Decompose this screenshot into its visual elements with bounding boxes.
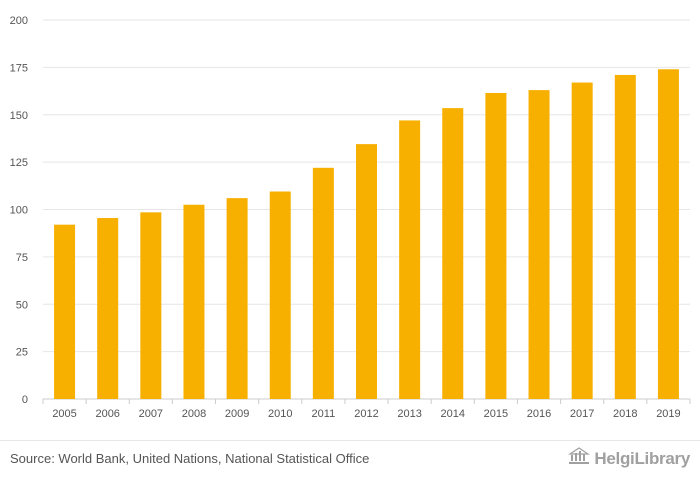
x-tick-label: 2007 [139, 408, 163, 420]
x-tick-label: 2010 [268, 408, 292, 420]
source-note: Source: World Bank, United Nations, Nati… [10, 451, 370, 466]
bar-2014 [442, 108, 464, 400]
bar-2006 [97, 218, 119, 399]
chart-footer: Source: World Bank, United Nations, Nati… [0, 440, 700, 483]
bar-2017 [571, 82, 593, 399]
y-tick-label: 200 [10, 15, 28, 27]
y-tick-label: 25 [16, 347, 28, 359]
y-axis-tick-labels: 0 25 50 75 100 125 150 175 200 [10, 15, 28, 406]
bar-2007 [140, 212, 162, 399]
x-tick-label: 2013 [397, 408, 421, 420]
x-tick-label: 2006 [95, 408, 119, 420]
helgi-library-logo: HelgiLibrary [568, 447, 690, 470]
bar-2012 [356, 144, 377, 399]
x-tick-label: 2008 [182, 408, 206, 420]
x-tick-label: 2019 [656, 408, 680, 420]
y-tick-label: 0 [22, 394, 28, 406]
bars [54, 69, 679, 400]
bar-2011 [312, 167, 334, 399]
bar-2016 [528, 90, 550, 400]
x-tick-label: 2011 [312, 408, 336, 420]
y-tick-label: 125 [10, 157, 28, 169]
y-tick-label: 50 [16, 299, 28, 311]
bar-2010 [269, 191, 291, 399]
bar-2008 [183, 204, 205, 399]
x-tick-label: 2015 [484, 408, 508, 420]
bar-2005 [54, 224, 76, 399]
bar-2009 [226, 198, 248, 399]
x-tick-label: 2009 [225, 408, 249, 420]
x-tick-label: 2018 [613, 408, 637, 420]
bar-2019 [657, 69, 679, 400]
y-tick-label: 175 [10, 62, 28, 74]
x-axis-tick-labels: 2005 2006 2007 2008 2009 2010 2011 2012 2013 2014… [42, 399, 691, 420]
x-tick-label: 2005 [52, 408, 76, 420]
x-tick-label: 2017 [570, 408, 594, 420]
bar-2015 [485, 92, 507, 400]
library-building-icon [568, 447, 591, 470]
logo-text: HelgiLibrary [594, 448, 690, 468]
y-tick-label: 100 [10, 205, 28, 217]
x-tick-label: 2016 [527, 408, 551, 420]
x-tick-label: 2014 [441, 408, 465, 420]
y-tick-label: 150 [10, 110, 28, 122]
bar-2018 [614, 74, 636, 399]
y-tick-label: 75 [16, 252, 28, 264]
x-tick-label: 2012 [354, 408, 378, 420]
bar-2013 [399, 120, 421, 399]
